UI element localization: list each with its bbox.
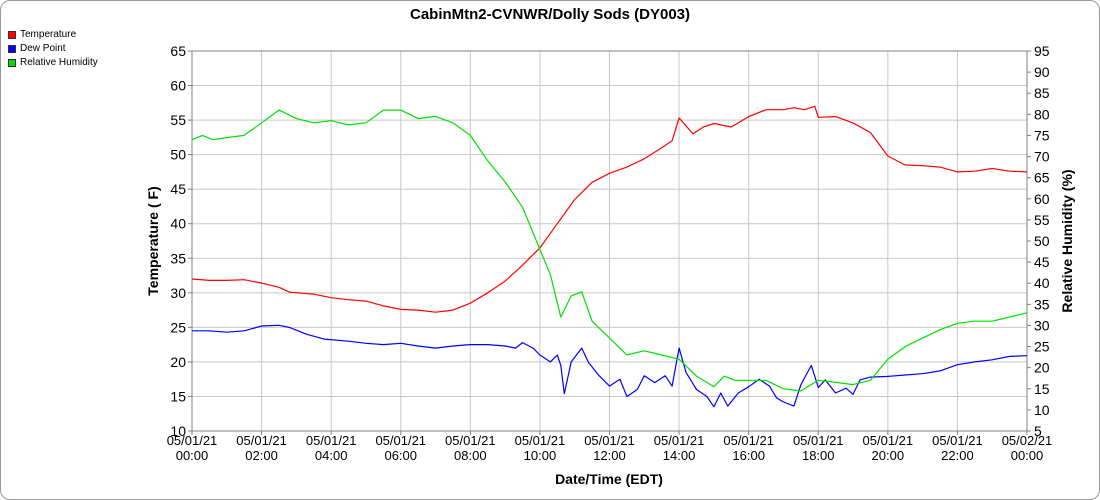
x-tick-label-time: 02:00: [245, 448, 278, 463]
x-tick-label-time: 14:00: [663, 448, 696, 463]
y2-tick-label: 30: [1034, 317, 1050, 333]
y2-tick-label: 15: [1034, 381, 1050, 397]
series-temperature-line: [191, 105, 1028, 313]
x-tick-label-time: 16:00: [732, 448, 765, 463]
x-tick-label-date: 05/01/21: [654, 433, 705, 448]
y2-tick-label: 90: [1034, 64, 1050, 80]
legend-item-temperature: Temperature: [8, 28, 76, 41]
x-tick-label-date: 05/01/21: [723, 433, 774, 448]
y-tick-label: 50: [170, 147, 186, 163]
y-tick-label: 40: [170, 216, 186, 232]
chart-title: CabinMtn2-CVNWR/Dolly Sods (DY003): [410, 6, 690, 23]
y2-tick-label: 35: [1034, 296, 1050, 312]
y-tick-label: 65: [170, 43, 186, 59]
y2-tick-label: 85: [1034, 85, 1050, 101]
x-tick-label-date: 05/01/21: [793, 433, 844, 448]
y-tick-label: 15: [170, 388, 186, 404]
y2-tick-label: 75: [1034, 127, 1050, 143]
y2-tick-label: 5: [1034, 423, 1042, 439]
grid: [188, 50, 1031, 435]
y2-tick-label: 95: [1034, 43, 1050, 59]
y2-tick-label: 10: [1034, 402, 1050, 418]
legend-label-dew-point: Dew Point: [20, 43, 66, 54]
y-tick-label: 35: [170, 250, 186, 266]
x-tick-label-date: 05/01/21: [445, 433, 496, 448]
x-tick-label-time: 00:00: [1011, 448, 1044, 463]
y2-tick-label: 80: [1034, 106, 1050, 122]
y2-tick-label: 20: [1034, 360, 1050, 376]
y2-tick-label: 60: [1034, 191, 1050, 207]
y2-tick-label: 40: [1034, 275, 1050, 291]
legend-label-relative-humidity: Relative Humidity: [20, 57, 98, 68]
x-axis-label: Date/Time (EDT): [555, 471, 663, 487]
y2-tick-label: 45: [1034, 254, 1050, 270]
y2-tick-label: 55: [1034, 212, 1050, 228]
y2-tick-label: 65: [1034, 170, 1050, 186]
y-tick-label: 25: [170, 319, 186, 335]
y2-axis-label: Relative Humidity (%): [1059, 169, 1075, 312]
x-tick-label-date: 05/01/21: [306, 433, 357, 448]
legend-swatch-temperature: [8, 30, 16, 39]
legend-item-dew-point: Dew Point: [8, 42, 66, 55]
x-tick-label-time: 22:00: [941, 448, 974, 463]
x-tick-label-date: 05/01/21: [236, 433, 287, 448]
legend-swatch-dew-point: [8, 44, 16, 53]
series-layer: [191, 105, 1028, 408]
x-tick-label-date: 05/02/21: [1002, 433, 1053, 448]
y-tick-label: 20: [170, 354, 186, 370]
y2-tick-label: 50: [1034, 233, 1050, 249]
tick-labels: 10 15 20 25 30 35 40 45 50 55 60 65 5 10 15 20 25 30 35 40 4…: [167, 43, 1053, 463]
x-tick-label-date: 05/01/21: [515, 433, 566, 448]
legend-label-temperature: Temperature: [20, 29, 77, 40]
x-tick-label-date: 05/01/21: [584, 433, 635, 448]
y-tick-label: 55: [170, 112, 186, 128]
x-tick-label-time: 00:00: [176, 448, 209, 463]
y-tick-label: 60: [170, 78, 186, 94]
x-tick-label-date: 05/01/21: [863, 433, 914, 448]
x-tick-label-time: 04:00: [315, 448, 348, 463]
plot-area-border: [191, 50, 1028, 432]
x-tick-label-time: 20:00: [872, 448, 905, 463]
x-tick-label-time: 12:00: [593, 448, 626, 463]
legend-item-relative-humidity: Relative Humidity: [8, 56, 98, 69]
x-tick-label-time: 18:00: [802, 448, 835, 463]
y2-tick-label: 25: [1034, 339, 1050, 355]
x-tick-label-time: 06:00: [384, 448, 417, 463]
x-tick-label-date: 05/01/21: [375, 433, 426, 448]
y-tick-label: 10: [170, 423, 186, 439]
series-dew-point-line: [192, 324, 1028, 408]
y-tick-label: 45: [170, 181, 186, 197]
legend-swatch-relative-humidity: [8, 58, 16, 67]
y-axis-label: Temperature ( F): [145, 186, 161, 295]
x-tick-label-date: 05/01/21: [167, 433, 218, 448]
x-tick-label-time: 08:00: [454, 448, 487, 463]
x-tick-label-date: 05/01/21: [932, 433, 983, 448]
series-relative-humidity-line: [191, 109, 1028, 392]
y2-tick-label: 70: [1034, 149, 1050, 165]
x-tick-label-time: 10:00: [524, 448, 557, 463]
y-tick-label: 30: [170, 285, 186, 301]
